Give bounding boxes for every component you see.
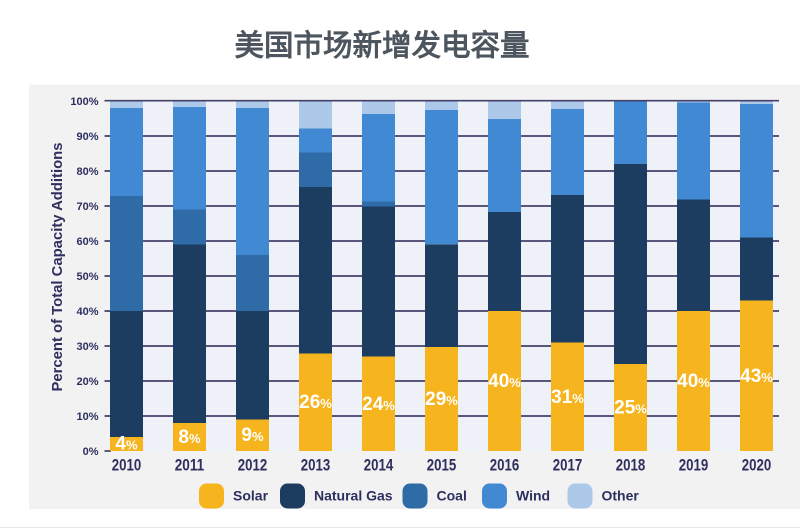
svg-text:50%: 50% [76, 271, 98, 283]
svg-text:10%: 10% [76, 411, 98, 423]
svg-text:2020: 2020 [742, 457, 772, 475]
svg-text:70%: 70% [76, 201, 98, 213]
svg-text:Solar: Solar [233, 488, 269, 504]
svg-text:2013: 2013 [301, 457, 331, 475]
svg-text:2018: 2018 [616, 457, 646, 475]
svg-text:Wind: Wind [516, 488, 550, 504]
svg-text:2011: 2011 [175, 457, 205, 475]
svg-text:24%: 24% [362, 394, 395, 415]
svg-text:2019: 2019 [679, 457, 709, 475]
svg-text:2012: 2012 [238, 457, 268, 475]
svg-text:2017: 2017 [553, 457, 583, 475]
svg-text:40%: 40% [76, 306, 98, 318]
svg-text:Natural Gas: Natural Gas [314, 488, 393, 504]
svg-text:2016: 2016 [490, 457, 520, 475]
svg-text:Coal: Coal [437, 488, 467, 504]
svg-text:2014: 2014 [364, 457, 394, 475]
svg-text:9%: 9% [241, 425, 264, 446]
svg-text:0%: 0% [83, 446, 99, 458]
svg-text:40%: 40% [488, 371, 521, 392]
svg-text:80%: 80% [76, 166, 98, 178]
svg-text:2015: 2015 [427, 457, 457, 475]
svg-text:25%: 25% [614, 398, 647, 419]
svg-text:8%: 8% [178, 427, 201, 448]
svg-text:Other: Other [602, 488, 640, 504]
svg-text:4%: 4% [115, 434, 138, 455]
svg-text:29%: 29% [425, 389, 458, 410]
svg-text:31%: 31% [551, 387, 584, 408]
svg-text:40%: 40% [677, 371, 710, 392]
svg-text:43%: 43% [740, 366, 773, 387]
svg-text:Percent of Total Capacity Addi: Percent of Total Capacity Additions [49, 143, 66, 392]
svg-text:60%: 60% [76, 236, 98, 248]
svg-text:2010: 2010 [112, 457, 142, 475]
svg-text:美国市场新增发电容量: 美国市场新增发电容量 [234, 29, 529, 63]
svg-text:20%: 20% [76, 376, 98, 388]
svg-text:26%: 26% [299, 392, 332, 413]
svg-text:90%: 90% [76, 131, 98, 143]
svg-text:30%: 30% [76, 341, 98, 353]
svg-text:100%: 100% [70, 96, 98, 108]
